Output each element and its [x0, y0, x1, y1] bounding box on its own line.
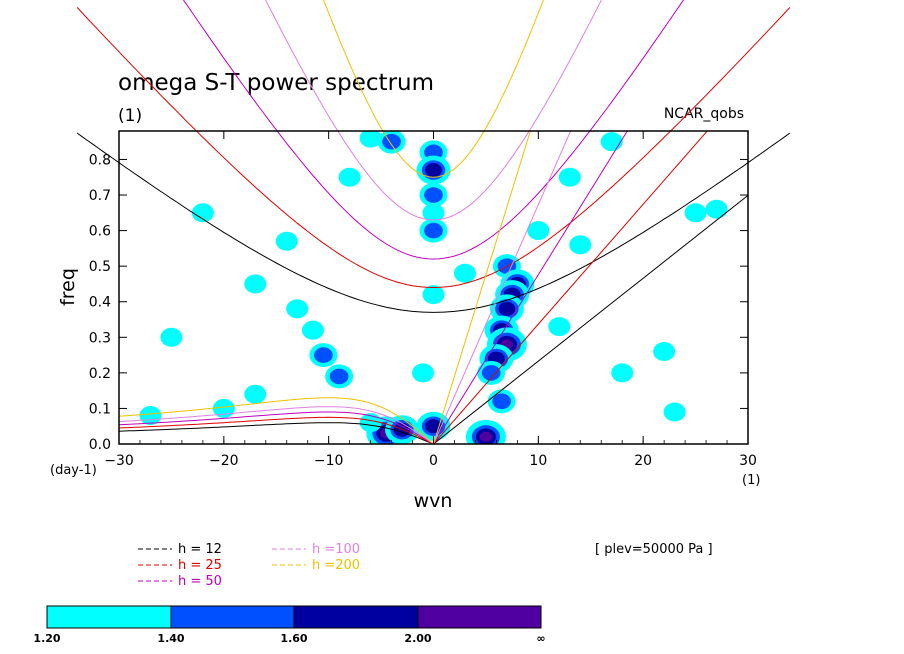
power-blob-core [329, 368, 349, 385]
eig-curve [265, 0, 602, 221]
kelvin-curve [433, 131, 708, 444]
eig-curve [182, 0, 685, 260]
y-tick-label: 0.4 [89, 295, 111, 311]
colorbar-swatch [417, 605, 542, 629]
power-blob-halo [301, 320, 324, 340]
rossby-curve [119, 397, 434, 444]
legend-label: h = 50 [178, 574, 222, 589]
power-blob-core [479, 431, 493, 442]
power-blob-halo [558, 167, 581, 187]
x-tick-label: −30 [104, 453, 134, 469]
power-blob-core [492, 393, 512, 410]
power-blob-halo [359, 413, 382, 433]
x-tick-label: −10 [314, 453, 344, 469]
power-blob-halo [653, 342, 676, 362]
x-tick-label: −20 [209, 453, 239, 469]
y-unit-label: (day-1) [50, 463, 97, 478]
legend-label: h = 12 [178, 542, 222, 557]
y-axis-label: freq [57, 268, 79, 306]
power-blob-halo [244, 274, 267, 294]
power-blob-halo [453, 263, 476, 283]
kelvin-curve [433, 131, 628, 444]
x-tick-label: 20 [634, 453, 652, 469]
power-blob-halo [569, 235, 592, 255]
power-blob-core [425, 163, 442, 178]
power-blob-core [498, 301, 516, 316]
kelvin-curve [433, 131, 572, 444]
power-blob-halo [663, 402, 686, 422]
colorbar-swatch [46, 605, 172, 629]
colorbar-label: 2.00 [404, 632, 431, 645]
power-blob-core [424, 222, 443, 239]
x-unit-label: (1) [742, 473, 760, 488]
y-tick-label: 0.5 [89, 259, 111, 275]
power-blob-halo [705, 199, 728, 219]
kelvin-curve [433, 131, 531, 444]
rossby-curve [119, 422, 434, 444]
x-tick-label: 30 [739, 453, 757, 469]
power-blob-halo [191, 203, 214, 223]
y-tick-label: 0.6 [89, 224, 111, 240]
x-tick-label: 10 [529, 453, 547, 469]
power-contours [139, 131, 728, 444]
eig-curve [323, 0, 544, 178]
colorbar-label: 1.40 [157, 632, 184, 645]
plot-area: −30 −20 −10 0 10 20 30 0.00.10.20.30.40.50.60.… [76, 0, 791, 469]
power-blob-core [481, 365, 501, 381]
power-blob-halo [422, 203, 445, 223]
plev-note: [ plev=50000 Pa ] [595, 542, 713, 557]
power-blob-halo [139, 406, 162, 426]
power-blob-halo [527, 221, 550, 241]
power-blob-core [382, 133, 401, 150]
x-tick-label: 0 [429, 453, 438, 469]
colorbar-label: 1.20 [33, 632, 60, 645]
legend-label: h =200 [312, 558, 360, 573]
power-blob-core [424, 187, 443, 203]
kelvin-curve [433, 194, 748, 444]
colorbar: 1.20 1.40 1.60 2.00 ∞ [33, 605, 546, 645]
power-blob-halo [275, 231, 298, 251]
power-blob-halo [611, 363, 634, 383]
power-blob-halo [359, 131, 382, 148]
x-axis: −30 −20 −10 0 10 20 30 [104, 131, 757, 469]
eig-curve [76, 132, 791, 313]
power-blob-halo [548, 317, 571, 337]
colorbar-label: 1.60 [280, 632, 307, 645]
y-tick-label: 0.1 [89, 401, 111, 417]
source-label: NCAR_qobs [664, 106, 744, 122]
y-tick-label: 0.3 [89, 330, 111, 346]
y-tick-label: 0.2 [89, 366, 111, 382]
colorbar-label: ∞ [536, 632, 545, 645]
colorbar-swatch [170, 605, 295, 629]
legend-label: h = 25 [178, 558, 222, 573]
power-blob-halo [244, 384, 267, 404]
rossby-curve [119, 416, 434, 444]
power-blob-halo [338, 167, 361, 187]
power-blob-halo [422, 285, 445, 305]
y-tick-label: 0.0 [89, 437, 111, 453]
y-tick-label: 0.8 [89, 152, 111, 168]
power-blob-halo [684, 203, 707, 223]
colorbar-swatch [293, 605, 419, 629]
power-blob-halo [412, 363, 435, 383]
y-tick-label: 0.7 [89, 188, 111, 204]
chart-title: omega S-T power spectrum [118, 70, 434, 96]
power-blob-halo [160, 327, 183, 347]
power-blob-core [314, 347, 333, 363]
power-blob-halo [600, 132, 623, 152]
x-axis-label: wvn [414, 490, 453, 512]
legend-label: h =100 [312, 542, 360, 557]
y-axis: 0.0 0.1 0.2 0.3 0.4 0.5 0.6 0.7 0.8 [89, 152, 748, 453]
power-blob-halo [286, 299, 309, 319]
rossby-curve [119, 411, 434, 444]
chart-subtitle: (1) [118, 106, 142, 126]
rossby-curve [119, 406, 434, 444]
